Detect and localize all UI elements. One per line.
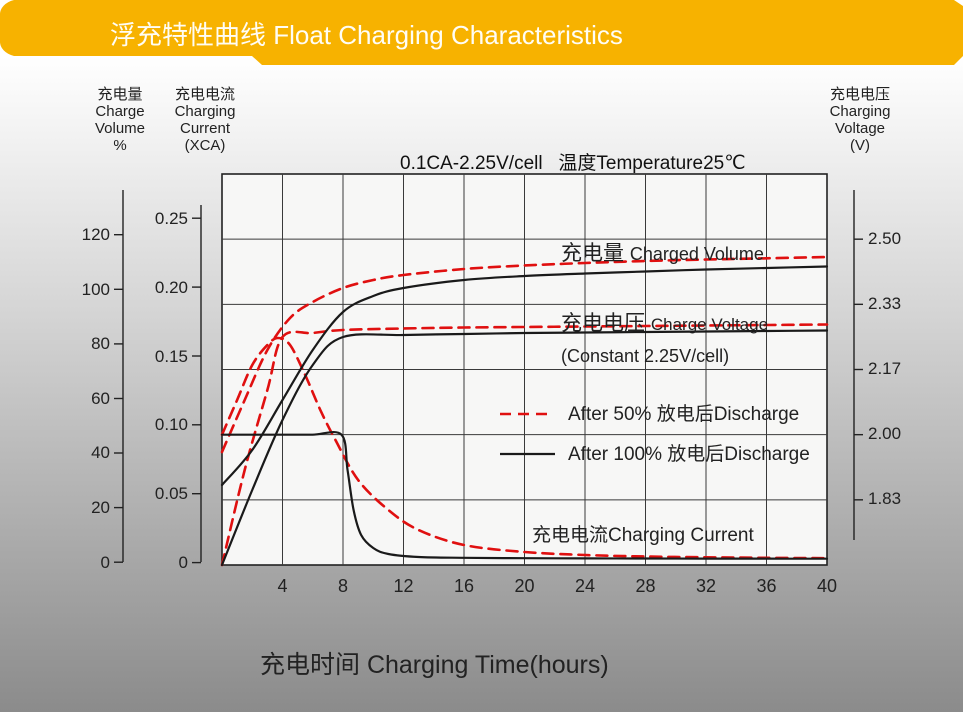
svg-text:(Constant 2.25V/cell): (Constant 2.25V/cell) — [561, 346, 729, 366]
svg-text:20: 20 — [514, 576, 534, 596]
svg-text:充电量 Charged Volume: 充电量 Charged Volume — [561, 242, 764, 265]
svg-text:2.33: 2.33 — [868, 294, 901, 313]
svg-text:20: 20 — [91, 498, 110, 517]
svg-text:40: 40 — [817, 576, 837, 596]
svg-text:2.17: 2.17 — [868, 359, 901, 378]
svg-text:2.00: 2.00 — [868, 424, 901, 443]
svg-text:40: 40 — [91, 443, 110, 462]
svg-text:2.50: 2.50 — [868, 229, 901, 248]
svg-text:36: 36 — [756, 576, 776, 596]
svg-text:充电电压 Charge Voltage: 充电电压 Charge Voltage — [561, 312, 768, 335]
svg-text:100: 100 — [82, 280, 110, 299]
svg-text:1.83: 1.83 — [868, 489, 901, 508]
svg-text:24: 24 — [575, 576, 595, 596]
svg-text:80: 80 — [91, 334, 110, 353]
svg-text:After 50% 放电后Discharge: After 50% 放电后Discharge — [568, 403, 799, 425]
svg-text:32: 32 — [696, 576, 716, 596]
svg-text:8: 8 — [338, 576, 348, 596]
svg-text:充电电流Charging Current: 充电电流Charging Current — [532, 524, 754, 546]
svg-text:16: 16 — [454, 576, 474, 596]
svg-text:0.15: 0.15 — [155, 347, 188, 366]
svg-text:120: 120 — [82, 225, 110, 244]
svg-text:28: 28 — [635, 576, 655, 596]
svg-text:4: 4 — [277, 576, 287, 596]
svg-text:After 100% 放电后Discharge: After 100% 放电后Discharge — [568, 443, 810, 465]
svg-text:0.25: 0.25 — [155, 209, 188, 228]
svg-text:0.10: 0.10 — [155, 415, 188, 434]
svg-text:0: 0 — [101, 553, 110, 572]
svg-text:0: 0 — [179, 553, 188, 572]
svg-text:0.20: 0.20 — [155, 278, 188, 297]
svg-text:12: 12 — [393, 576, 413, 596]
svg-text:60: 60 — [91, 389, 110, 408]
svg-text:0.05: 0.05 — [155, 484, 188, 503]
